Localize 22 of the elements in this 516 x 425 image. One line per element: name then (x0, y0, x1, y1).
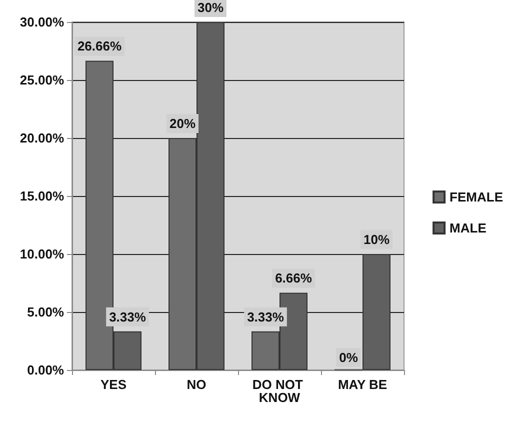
x-tick-label: YES (100, 377, 127, 392)
y-tick-label: 15.00% (20, 188, 64, 204)
y-tick-label: 5.00% (27, 304, 64, 320)
y-tick-label: 20.00% (20, 130, 64, 146)
x-tick-label: MAY BE (338, 377, 388, 392)
data-label: 30% (197, 0, 224, 15)
x-tick-label: DO NOT KNOW (252, 377, 307, 405)
y-tick-label: 25.00% (20, 72, 64, 88)
data-label: 6.66% (275, 270, 312, 286)
legend-label: FEMALE (450, 190, 504, 204)
data-label: 20% (169, 116, 196, 131)
y-tick-label: 10.00% (20, 246, 64, 262)
data-label: 3.33% (109, 309, 146, 324)
x-tick-label: NO (186, 377, 206, 392)
data-label: 3.33% (247, 309, 284, 324)
legend-label: MALE (450, 220, 487, 236)
data-label: 10% (363, 232, 390, 247)
bar (362, 254, 390, 370)
y-tick-label: 0.00% (27, 362, 64, 378)
y-tick-label: 30.00% (20, 14, 64, 30)
data-label: 0% (339, 350, 358, 365)
data-label: 26.66% (77, 38, 122, 54)
